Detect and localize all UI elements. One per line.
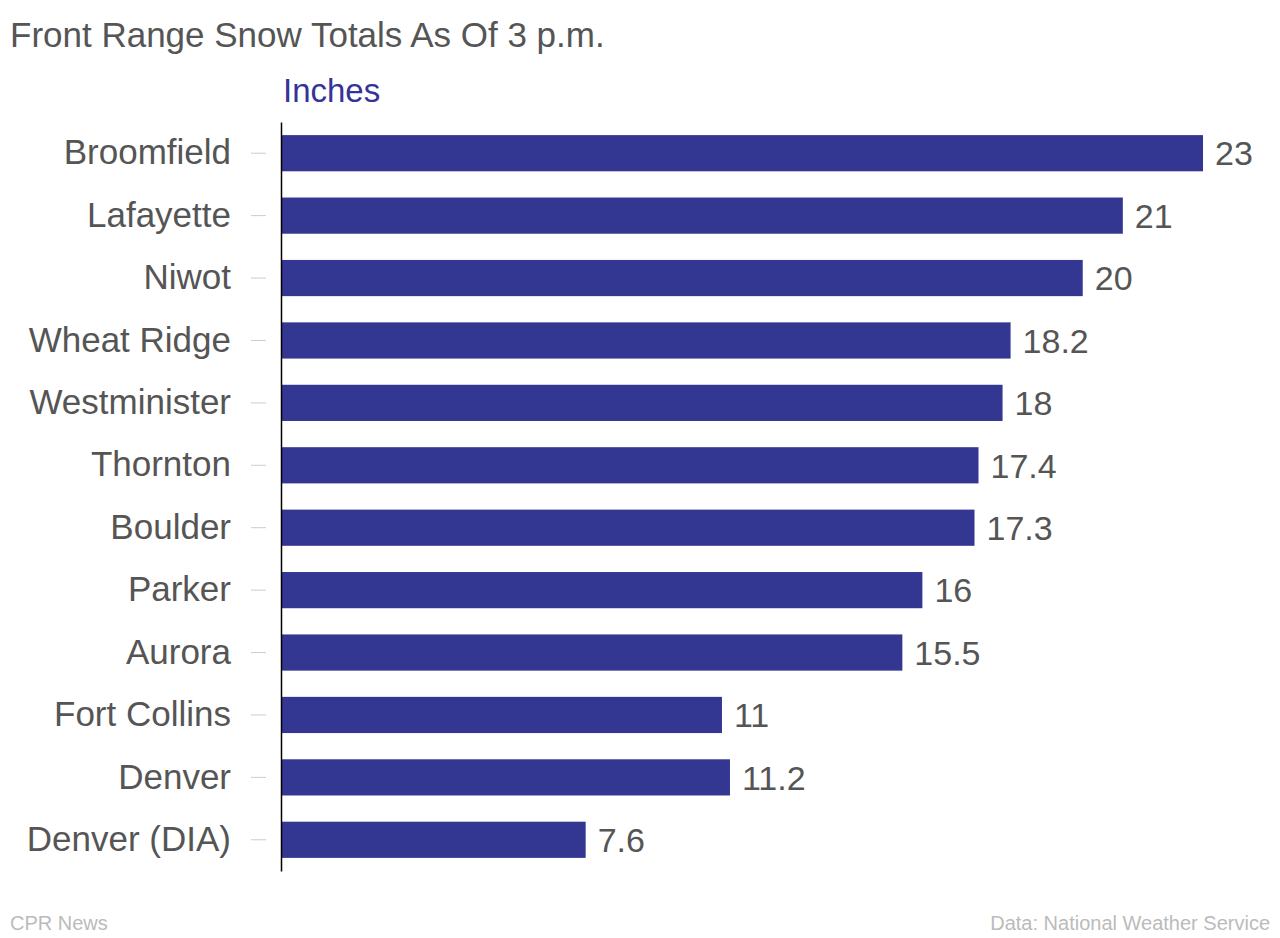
tick-mark xyxy=(251,402,266,403)
tick: Niwot xyxy=(143,257,266,296)
y-axis-line xyxy=(281,123,283,872)
bar xyxy=(281,759,730,795)
data-label: 18 xyxy=(1015,384,1053,422)
tick-label: Boulder xyxy=(110,507,231,546)
tick: Denver (DIA) xyxy=(27,819,266,858)
tick-label: Westminister xyxy=(29,382,231,421)
axis-title: Inches xyxy=(283,72,380,109)
tick-mark xyxy=(251,839,266,840)
bar xyxy=(281,385,1003,421)
data-label: 7.6 xyxy=(598,821,645,859)
annotation: CPR News xyxy=(10,912,108,934)
y-axis: Broomfield Lafayette Niwot Wheat Ridge Westm… xyxy=(27,123,282,872)
tick-label: Thornton xyxy=(91,444,231,483)
tick-mark xyxy=(251,340,266,341)
bar xyxy=(281,634,902,670)
data-label: 18.2 xyxy=(1023,322,1089,360)
chart: Front Range Snow Totals As Of 3 p.m. Inch… xyxy=(0,0,1280,938)
bar xyxy=(281,572,922,608)
bar xyxy=(281,322,1011,358)
annotation: Data: National Weather Service xyxy=(990,912,1270,934)
tick: Broomfield xyxy=(64,132,266,171)
bars xyxy=(281,135,1203,858)
tick: Fort Collins xyxy=(54,694,266,733)
tick-mark xyxy=(251,278,266,279)
tick-label: Niwot xyxy=(143,257,231,296)
tick: Denver xyxy=(118,757,266,796)
data-label: 16 xyxy=(934,571,972,609)
tick-label: Fort Collins xyxy=(54,694,231,733)
tick-label: Aurora xyxy=(126,632,232,671)
bar xyxy=(281,447,979,483)
bar xyxy=(281,198,1123,234)
bar xyxy=(281,260,1083,296)
tick-mark xyxy=(251,215,266,216)
title: Front Range Snow Totals As Of 3 p.m. xyxy=(10,15,605,54)
tick-mark xyxy=(251,465,266,466)
tick-label: Denver xyxy=(118,757,231,796)
tick-mark xyxy=(251,527,266,528)
data-labels: 23 212018.2 18 17.4 17.3 16 15.5 11 11.2 7.6 xyxy=(598,134,1253,859)
tick-mark xyxy=(251,652,266,653)
tick-label: Parker xyxy=(128,569,231,608)
tick: Aurora xyxy=(126,632,266,671)
data-label: 11.2 xyxy=(742,759,806,797)
data-label: 17.3 xyxy=(987,509,1053,547)
tick: Boulder xyxy=(110,507,266,546)
tick-mark xyxy=(251,777,266,778)
tick: Parker xyxy=(128,569,266,608)
bar xyxy=(281,697,722,733)
tick-label: Denver (DIA) xyxy=(27,819,231,858)
data-label: 21 xyxy=(1135,197,1173,235)
data-label: 11 xyxy=(734,696,769,734)
data-label: 17.4 xyxy=(991,447,1057,485)
data-label: 15.5 xyxy=(914,634,980,672)
bar xyxy=(281,510,975,546)
tick-label: Wheat Ridge xyxy=(29,320,231,359)
tick-mark xyxy=(251,590,266,591)
data-label: 20 xyxy=(1095,259,1133,297)
bar xyxy=(281,135,1203,171)
tick-mark xyxy=(251,714,266,715)
tick: Thornton xyxy=(91,444,266,483)
data-label: 23 xyxy=(1215,134,1253,172)
tick-label: Lafayette xyxy=(87,195,231,234)
bar xyxy=(281,822,586,858)
tick: Westminister xyxy=(29,382,266,421)
tick: Lafayette xyxy=(87,195,266,234)
tick-mark xyxy=(251,153,266,154)
tick-label: Broomfield xyxy=(64,132,231,171)
tick: Wheat Ridge xyxy=(29,320,266,359)
